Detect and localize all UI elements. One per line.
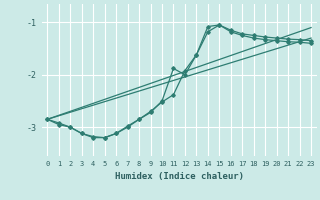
X-axis label: Humidex (Indice chaleur): Humidex (Indice chaleur): [115, 172, 244, 181]
